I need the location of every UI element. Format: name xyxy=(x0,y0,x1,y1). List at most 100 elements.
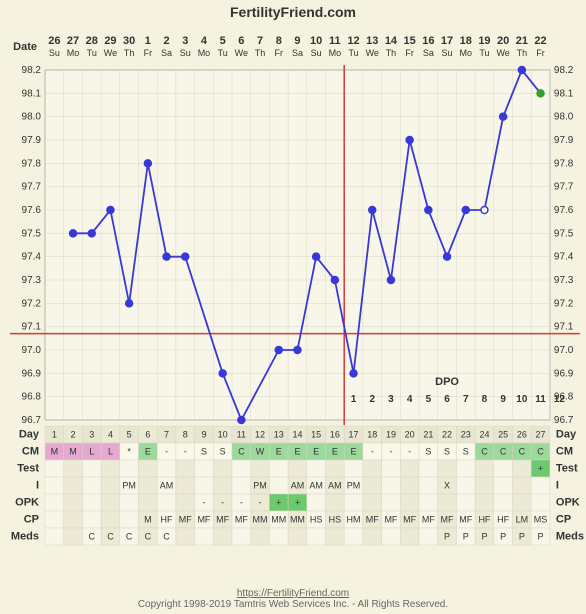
test-cell xyxy=(120,460,139,477)
cm-value: E xyxy=(332,447,338,457)
date-number: 9 xyxy=(294,35,300,47)
meds-cell xyxy=(195,528,214,545)
opk-cell xyxy=(400,494,419,511)
temp-point xyxy=(369,207,376,214)
y-axis-label: 97.7 xyxy=(22,182,42,193)
temp-point xyxy=(126,300,133,307)
date-number: 1 xyxy=(145,35,151,47)
intercourse-value: X xyxy=(444,481,450,491)
cp-cell xyxy=(64,511,83,528)
cm-value: E xyxy=(313,447,319,457)
opk-cell xyxy=(513,494,532,511)
label-day-right: Day xyxy=(556,429,577,441)
test-cell xyxy=(382,460,401,477)
intercourse-cell xyxy=(475,477,494,494)
cm-value: - xyxy=(389,447,392,457)
temp-point xyxy=(444,253,451,260)
meds-value: P xyxy=(500,532,506,542)
temp-point xyxy=(107,207,114,214)
weekday: Fr xyxy=(275,48,284,58)
meds-value: P xyxy=(444,532,450,542)
intercourse-value: PM xyxy=(347,481,361,491)
cm-value: L xyxy=(108,447,113,457)
cp-value: HF xyxy=(161,515,173,525)
opk-cell xyxy=(45,494,64,511)
opk-cell xyxy=(157,494,176,511)
weekday: Mo xyxy=(329,48,342,58)
intercourse-cell xyxy=(400,477,419,494)
y-axis-label-right: 98.1 xyxy=(554,88,574,99)
opk-cell xyxy=(419,494,438,511)
date-number: 10 xyxy=(310,35,322,47)
temp-point xyxy=(144,160,151,167)
date-number: 21 xyxy=(516,35,528,47)
weekday: Tu xyxy=(479,48,489,58)
temp-point xyxy=(481,207,488,214)
weekday: Sa xyxy=(161,48,172,58)
y-axis-label: 97.5 xyxy=(22,228,42,239)
cm-value: - xyxy=(371,447,374,457)
meds-cell xyxy=(419,528,438,545)
meds-value: C xyxy=(126,532,133,542)
weekday: Sa xyxy=(292,48,303,58)
weekday: Tu xyxy=(87,48,97,58)
cm-value: S xyxy=(463,447,469,457)
weekday: Su xyxy=(180,48,191,58)
day-value: 6 xyxy=(145,430,150,440)
date-number: 2 xyxy=(163,35,169,47)
test-cell xyxy=(213,460,232,477)
date-number: 19 xyxy=(478,35,490,47)
weekday: Tu xyxy=(218,48,228,58)
weekday: We xyxy=(235,48,248,58)
opk-value: + xyxy=(295,498,300,508)
day-value: 22 xyxy=(442,430,452,440)
opk-cell xyxy=(363,494,382,511)
opk-value: - xyxy=(259,498,262,508)
opk-cell xyxy=(382,494,401,511)
y-axis-label-right: 97.1 xyxy=(554,322,574,333)
date-number: 11 xyxy=(329,35,341,47)
cp-value: HS xyxy=(310,515,323,525)
y-axis-label-right: 97.2 xyxy=(554,298,574,309)
weekday: We xyxy=(104,48,117,58)
dpo-number: 6 xyxy=(444,394,450,405)
day-value: 14 xyxy=(292,430,302,440)
y-axis-label: 98.1 xyxy=(22,88,42,99)
weekday: We xyxy=(366,48,379,58)
label-opk: OPK xyxy=(15,497,39,509)
intercourse-cell xyxy=(195,477,214,494)
date-number: 7 xyxy=(257,35,263,47)
meds-cell xyxy=(363,528,382,545)
cm-value: L xyxy=(89,447,94,457)
cp-value: MF xyxy=(384,515,397,525)
cp-value: MM xyxy=(290,515,305,525)
y-axis-label: 96.9 xyxy=(22,368,42,379)
date-number: 22 xyxy=(534,35,546,47)
label-meds: Meds xyxy=(11,531,39,543)
day-value: 5 xyxy=(127,430,132,440)
opk-cell xyxy=(120,494,139,511)
test-cell xyxy=(513,460,532,477)
date-number: 5 xyxy=(220,35,226,47)
cm-value: W xyxy=(256,447,265,457)
temp-point xyxy=(350,370,357,377)
cp-value: HS xyxy=(329,515,342,525)
cm-value: E xyxy=(351,447,357,457)
cp-value: HM xyxy=(347,515,361,525)
temp-point xyxy=(331,277,338,284)
dpo-number: 2 xyxy=(369,394,375,405)
y-axis-label-right: 96.7 xyxy=(554,415,574,426)
cm-value: - xyxy=(165,447,168,457)
cp-value: MF xyxy=(235,515,248,525)
cp-cell xyxy=(101,511,120,528)
day-value: 24 xyxy=(479,430,489,440)
y-axis-label: 98.2 xyxy=(22,65,42,76)
y-axis-label-right: 97.0 xyxy=(554,345,574,356)
meds-cell xyxy=(64,528,83,545)
footer-link[interactable]: https://FertilityFriend.com xyxy=(237,588,349,599)
test-cell xyxy=(456,460,475,477)
cm-value: M xyxy=(51,447,59,457)
test-cell xyxy=(307,460,326,477)
label-meds-right: Meds xyxy=(556,531,584,543)
y-axis-label-right: 97.7 xyxy=(554,182,574,193)
